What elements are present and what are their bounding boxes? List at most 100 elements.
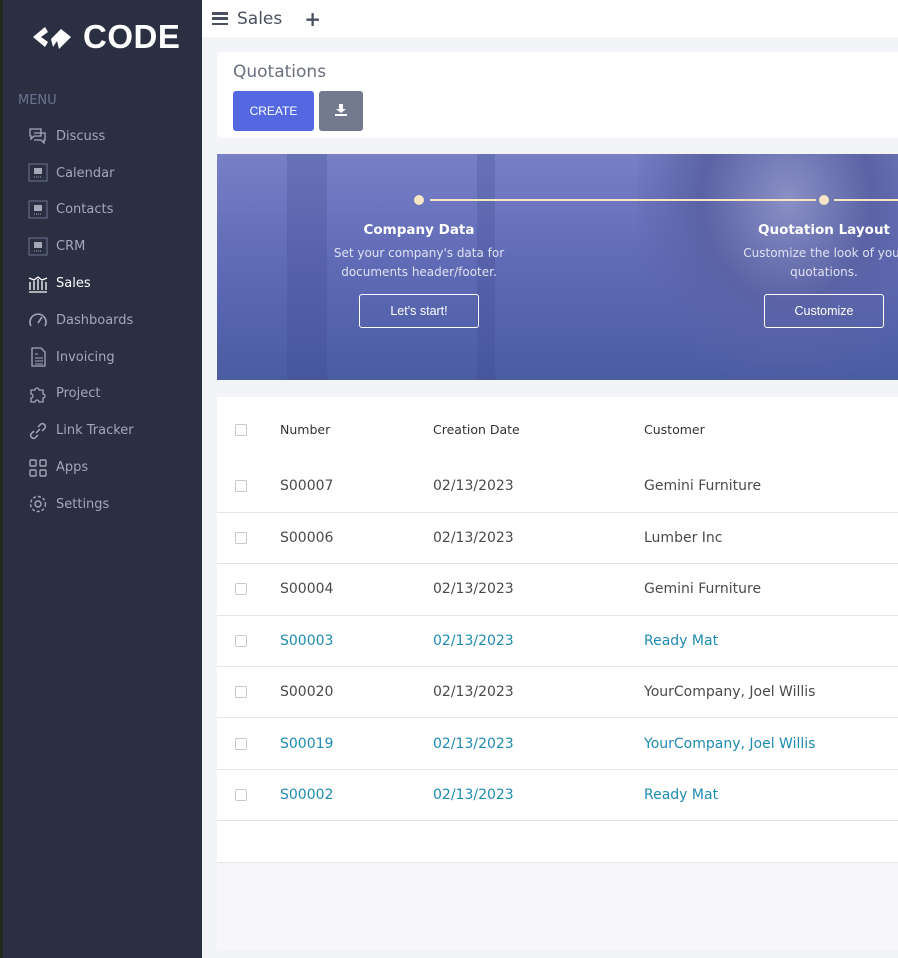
cell-customer: YourCompany, Joel Willis [644, 666, 898, 719]
lets-start-button[interactable]: Let's start! [359, 294, 479, 328]
quotations-list: Number Creation Date Customer S00007 02/1… [217, 397, 898, 950]
sidebar-item-label: Project [56, 386, 101, 402]
sidebar-item-label: CRM [56, 239, 86, 255]
row-checkbox[interactable] [235, 737, 247, 750]
sidebar-item-label: Dashboards [56, 312, 134, 328]
table-row[interactable]: S00020 02/13/2023 YourCompany, Joel Willis [217, 666, 898, 719]
table-row[interactable]: S00006 02/13/2023 Lumber Inc [217, 512, 898, 565]
logo-text: CODE [83, 18, 181, 55]
column-creation-date[interactable]: Creation Date [433, 421, 520, 437]
onboarding-banner: Company Data Set your company's data for… [217, 154, 898, 380]
row-checkbox[interactable] [235, 686, 247, 699]
download-icon [335, 103, 347, 116]
step-quotation-layout: Quotation Layout Customize the look of y… [694, 222, 898, 328]
cell-number: S00006 [280, 512, 433, 565]
grid-icon [27, 458, 49, 478]
cell-number: S00020 [280, 666, 433, 719]
cell-creation-date: 02/13/2023 [433, 769, 644, 822]
cell-creation-date: 02/13/2023 [433, 717, 644, 770]
sidebar-item-calendar[interactable]: Calendar [27, 155, 197, 192]
sidebar-item-label: Apps [56, 460, 89, 476]
create-button[interactable]: CREATE [233, 91, 314, 131]
sidebar-item-dashboards[interactable]: Dashboards [27, 302, 197, 339]
cell-creation-date: 02/13/2023 [433, 512, 644, 565]
cell-customer: YourCompany, Joel Willis [644, 717, 898, 770]
row-checkbox[interactable] [235, 583, 247, 596]
cell-creation-date: 02/13/2023 [433, 461, 644, 513]
cell-creation-date: 02/13/2023 [433, 615, 644, 668]
sidebar-item-project[interactable]: Project [27, 376, 197, 413]
row-checkbox[interactable] [235, 480, 247, 493]
cell-number: S00007 [280, 461, 433, 513]
step-title: Quotation Layout [757, 222, 891, 238]
sidebar-item-label: Settings [56, 496, 110, 512]
table-row[interactable]: S00019 02/13/2023 YourCompany, Joel Willis [217, 717, 898, 770]
cell-customer: Gemini Furniture [644, 461, 898, 513]
step-desc: documents header/footer. [341, 265, 497, 279]
cell-number: S00019 [280, 717, 433, 770]
sidebar-item-label: Discuss [56, 128, 106, 144]
gear-icon [27, 494, 49, 514]
step-desc: Customize the look of your [743, 246, 898, 260]
step-dot [414, 195, 424, 205]
menu-heading: MENU [18, 93, 57, 108]
cell-customer: Ready Mat [644, 615, 898, 668]
row-checkbox[interactable] [235, 634, 247, 647]
sidebar-item-link-tracker[interactable]: Link Tracker [27, 412, 197, 449]
background-photo [637, 154, 898, 380]
app-placeholder-icon [27, 163, 49, 183]
column-customer[interactable]: Customer [644, 421, 705, 437]
link-icon [27, 421, 49, 441]
sidebar-item-discuss[interactable]: Discuss [27, 118, 197, 155]
app-title: Sales [237, 8, 283, 29]
sidebar-item-crm[interactable]: CRM [27, 228, 197, 265]
add-tab-button[interactable]: + [304, 6, 322, 31]
cell-customer: Lumber Inc [644, 512, 898, 565]
column-number[interactable]: Number [280, 421, 331, 437]
logo[interactable]: CODE [31, 18, 180, 56]
sidebar-item-label: Invoicing [56, 349, 115, 365]
sidebar-item-settings[interactable]: Settings [27, 486, 197, 523]
nav-menu: Discuss Calendar Contacts CRM Sales Dashboard… [27, 118, 197, 523]
sidebar-item-label: Contacts [56, 202, 114, 218]
table-row[interactable]: S00002 02/13/2023 Ready Mat [217, 769, 898, 822]
table-row[interactable]: S00007 02/13/2023 Gemini Furniture [217, 461, 898, 513]
speedometer-icon [27, 310, 49, 330]
cell-creation-date: 02/13/2023 [433, 666, 644, 719]
row-checkbox[interactable] [235, 532, 247, 545]
row-checkbox[interactable] [235, 789, 247, 802]
code-logo-icon [33, 27, 71, 49]
topbar: Sales + [202, 0, 898, 37]
bank-chart-icon [27, 274, 49, 294]
sidebar-item-apps[interactable]: Apps [27, 449, 197, 486]
chat-icon [27, 126, 49, 146]
step-desc: Set your company's data for [333, 246, 505, 260]
step-dot [819, 195, 829, 205]
table-footer [217, 862, 898, 950]
control-panel: Quotations CREATE [217, 52, 898, 138]
sidebar-item-label: Sales [56, 276, 91, 292]
step-title: Company Data [363, 222, 475, 238]
hamburger-menu-icon[interactable] [212, 12, 228, 25]
download-button[interactable] [319, 91, 363, 131]
sidebar: CODE MENU Discuss Calendar Contacts CRM Sale… [0, 0, 202, 958]
sidebar-item-invoicing[interactable]: Invoicing [27, 339, 197, 376]
table-row[interactable]: S00003 02/13/2023 Ready Mat [217, 615, 898, 668]
table-header: Number Creation Date Customer [217, 397, 898, 461]
cell-number: S00002 [280, 769, 433, 822]
select-all-checkbox[interactable] [235, 424, 247, 436]
invoice-icon [27, 347, 49, 367]
cell-creation-date: 02/13/2023 [433, 563, 644, 616]
table-row[interactable]: S00004 02/13/2023 Gemini Furniture [217, 563, 898, 616]
customize-button[interactable]: Customize [764, 294, 884, 328]
step-company-data: Company Data Set your company's data for… [289, 222, 549, 328]
app-placeholder-icon [27, 200, 49, 220]
cell-number: S00004 [280, 563, 433, 616]
sidebar-item-sales[interactable]: Sales [27, 265, 197, 302]
page-title: Quotations [233, 62, 327, 82]
cell-customer: Gemini Furniture [644, 563, 898, 616]
sidebar-item-label: Calendar [56, 165, 115, 181]
cell-number: S00003 [280, 615, 433, 668]
sidebar-item-contacts[interactable]: Contacts [27, 192, 197, 229]
sidebar-item-label: Link Tracker [56, 423, 134, 439]
